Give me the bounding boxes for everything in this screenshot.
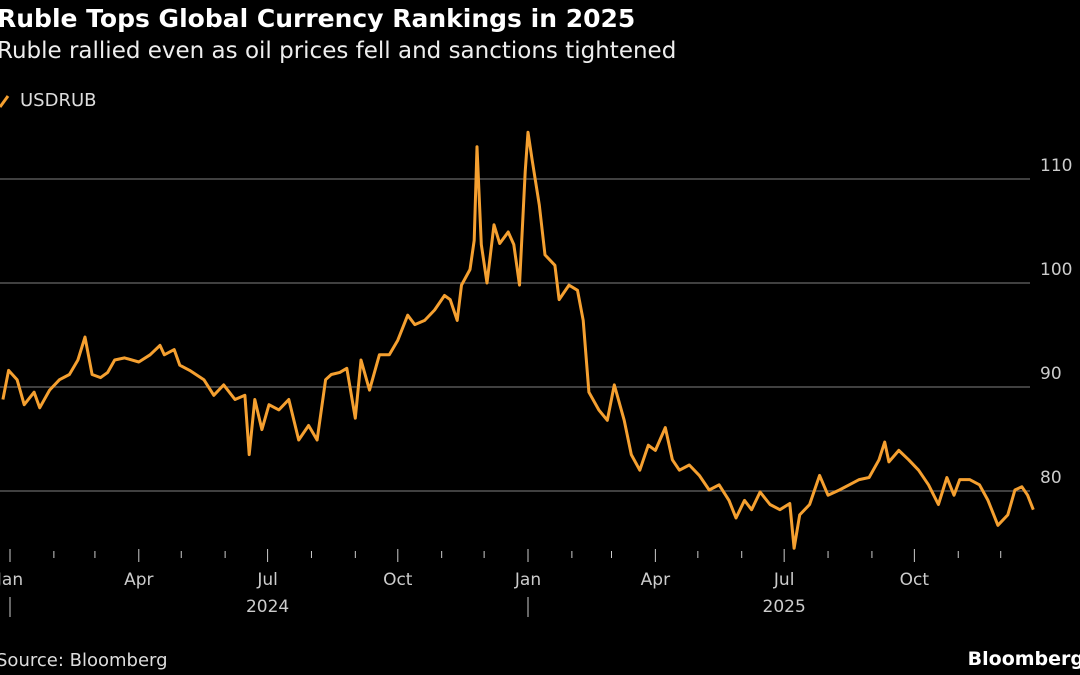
- year-label: 2024: [246, 597, 289, 617]
- y-tick-label: 80: [1040, 468, 1062, 488]
- x-tick-label: Oct: [900, 570, 930, 590]
- x-tick-label: Jan: [514, 570, 541, 590]
- legend-label: USDRUB: [20, 90, 97, 111]
- x-tick-label: Apr: [641, 570, 670, 590]
- source-note: Source: Bloomberg: [0, 650, 168, 671]
- x-tick-label: Jul: [256, 570, 278, 590]
- bloomberg-logo: Bloomberg: [967, 648, 1080, 670]
- y-tick-label: 110: [1040, 156, 1072, 176]
- x-tick-label: Apr: [124, 570, 153, 590]
- y-tick-label: 90: [1040, 364, 1062, 384]
- year-label: 2025: [763, 597, 806, 617]
- chart-title: Ruble Tops Global Currency Rankings in 2…: [0, 4, 636, 33]
- x-tick-label: Jul: [773, 570, 795, 590]
- legend-line-icon: [0, 94, 10, 108]
- legend: USDRUB: [0, 90, 97, 111]
- series-line-usdrub: [1, 130, 1035, 550]
- chart-subtitle: Ruble rallied even as oil prices fell an…: [0, 38, 677, 64]
- x-tick-label: Jan: [0, 570, 23, 590]
- x-tick-label: Oct: [383, 570, 413, 590]
- y-tick-label: 100: [1040, 260, 1072, 280]
